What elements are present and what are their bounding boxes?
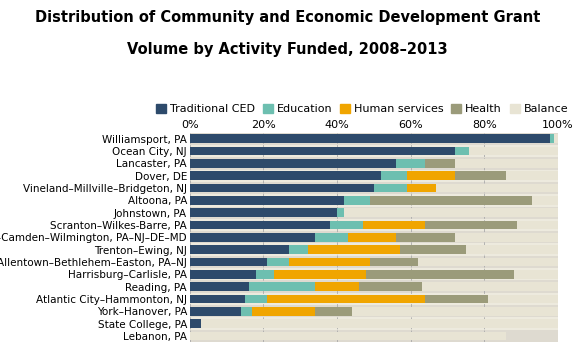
Bar (190, 145, 558, 157)
Bar (190, 182, 558, 194)
Bar (190, 196, 344, 205)
Bar (370, 258, 418, 266)
Bar (190, 270, 256, 279)
Bar (190, 184, 374, 192)
Bar (363, 221, 426, 229)
Bar (348, 233, 396, 242)
Bar (466, 245, 558, 254)
Bar (315, 233, 348, 242)
Bar (315, 307, 352, 315)
Bar (426, 295, 488, 303)
Bar (381, 171, 407, 180)
Bar (418, 258, 558, 266)
Bar (455, 147, 469, 155)
Bar (396, 233, 455, 242)
Bar (426, 159, 455, 168)
Bar (245, 295, 267, 303)
Bar (289, 258, 370, 266)
Bar (506, 171, 558, 180)
Bar (455, 171, 506, 180)
Bar (455, 233, 558, 242)
Bar (190, 157, 558, 170)
Bar (190, 171, 381, 180)
Bar (352, 307, 558, 315)
Bar (190, 282, 248, 291)
Bar (201, 319, 558, 328)
Bar (267, 295, 426, 303)
Bar (455, 159, 558, 168)
Bar (190, 305, 558, 317)
Bar (190, 258, 267, 266)
Bar (190, 244, 558, 256)
Text: Distribution of Community and Economic Development Grant: Distribution of Community and Economic D… (35, 10, 540, 25)
Bar (190, 208, 337, 217)
Bar (436, 184, 558, 192)
Bar (329, 221, 363, 229)
Bar (190, 281, 558, 293)
Bar (374, 184, 407, 192)
Bar (518, 221, 558, 229)
Bar (190, 170, 558, 182)
Bar (359, 282, 421, 291)
Bar (190, 332, 506, 340)
Bar (407, 171, 455, 180)
Bar (190, 219, 558, 231)
Bar (190, 293, 558, 305)
Bar (252, 307, 315, 315)
Bar (488, 295, 558, 303)
Bar (550, 134, 554, 143)
Bar (315, 282, 359, 291)
Bar (190, 221, 329, 229)
Bar (469, 147, 558, 155)
Bar (337, 208, 344, 217)
Bar (190, 317, 558, 330)
Bar (532, 196, 558, 205)
Bar (190, 330, 558, 342)
Bar (256, 270, 274, 279)
Bar (267, 258, 289, 266)
Bar (274, 270, 366, 279)
Bar (190, 159, 396, 168)
Bar (308, 245, 400, 254)
Bar (242, 307, 252, 315)
Bar (190, 295, 245, 303)
Bar (426, 221, 518, 229)
Bar (407, 184, 436, 192)
Bar (396, 159, 426, 168)
Text: Volume by Activity Funded, 2008–2013: Volume by Activity Funded, 2008–2013 (127, 42, 448, 57)
Bar (190, 134, 550, 143)
Bar (344, 208, 558, 217)
Bar (370, 196, 532, 205)
Bar (400, 245, 466, 254)
Bar (190, 245, 289, 254)
Bar (190, 268, 558, 281)
Bar (248, 282, 315, 291)
Bar (344, 196, 370, 205)
Bar (366, 270, 513, 279)
Bar (190, 133, 558, 145)
Bar (190, 307, 241, 315)
Bar (190, 256, 558, 268)
Bar (190, 207, 558, 219)
Bar (289, 245, 308, 254)
Bar (421, 282, 558, 291)
Bar (190, 194, 558, 207)
Bar (554, 134, 558, 143)
Bar (190, 231, 558, 244)
Bar (190, 233, 315, 242)
Bar (190, 319, 201, 328)
Bar (513, 270, 558, 279)
Legend: Traditional CED, Education, Human services, Health, Balance: Traditional CED, Education, Human servic… (152, 100, 573, 119)
Bar (190, 147, 455, 155)
